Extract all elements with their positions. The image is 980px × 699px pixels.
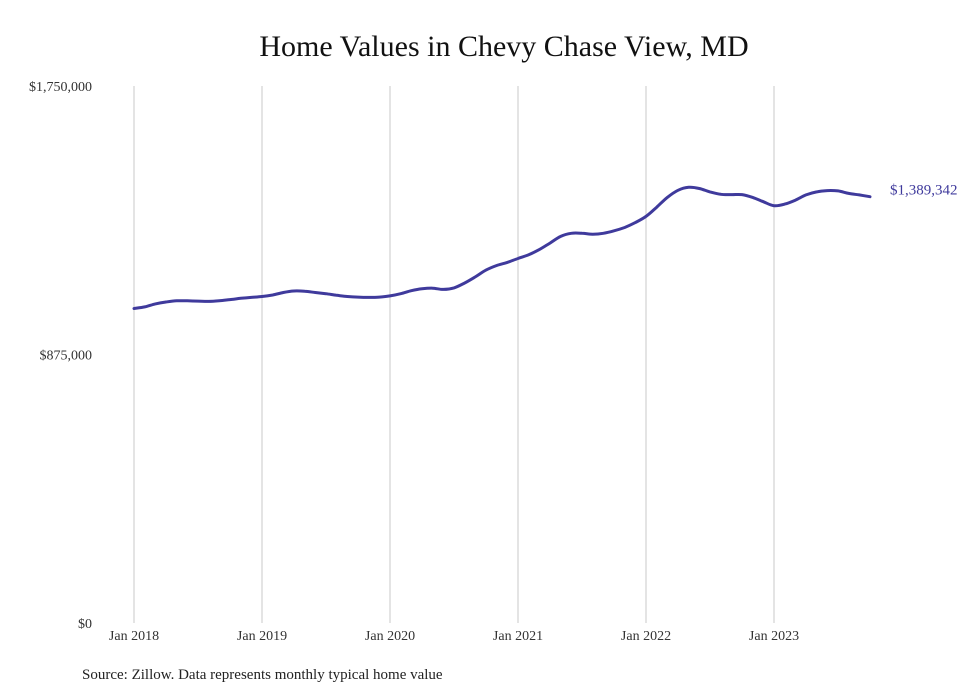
chart-title: Home Values in Chevy Chase View, MD xyxy=(259,30,749,63)
x-tick-label: Jan 2019 xyxy=(237,629,287,644)
x-tick-label: Jan 2020 xyxy=(365,629,415,644)
x-tick-label: Jan 2022 xyxy=(621,629,671,644)
y-tick-label: $875,000 xyxy=(40,349,93,364)
x-tick-label: Jan 2023 xyxy=(749,629,799,644)
source-note: Source: Zillow. Data represents monthly … xyxy=(82,667,443,683)
y-tick-label: $0 xyxy=(78,617,92,632)
y-tick-label: $1,750,000 xyxy=(29,80,92,95)
end-value-label: $1,389,342 xyxy=(890,183,958,199)
x-tick-label: Jan 2021 xyxy=(493,629,543,644)
x-tick-label: Jan 2018 xyxy=(109,629,159,644)
series-line xyxy=(132,185,872,310)
